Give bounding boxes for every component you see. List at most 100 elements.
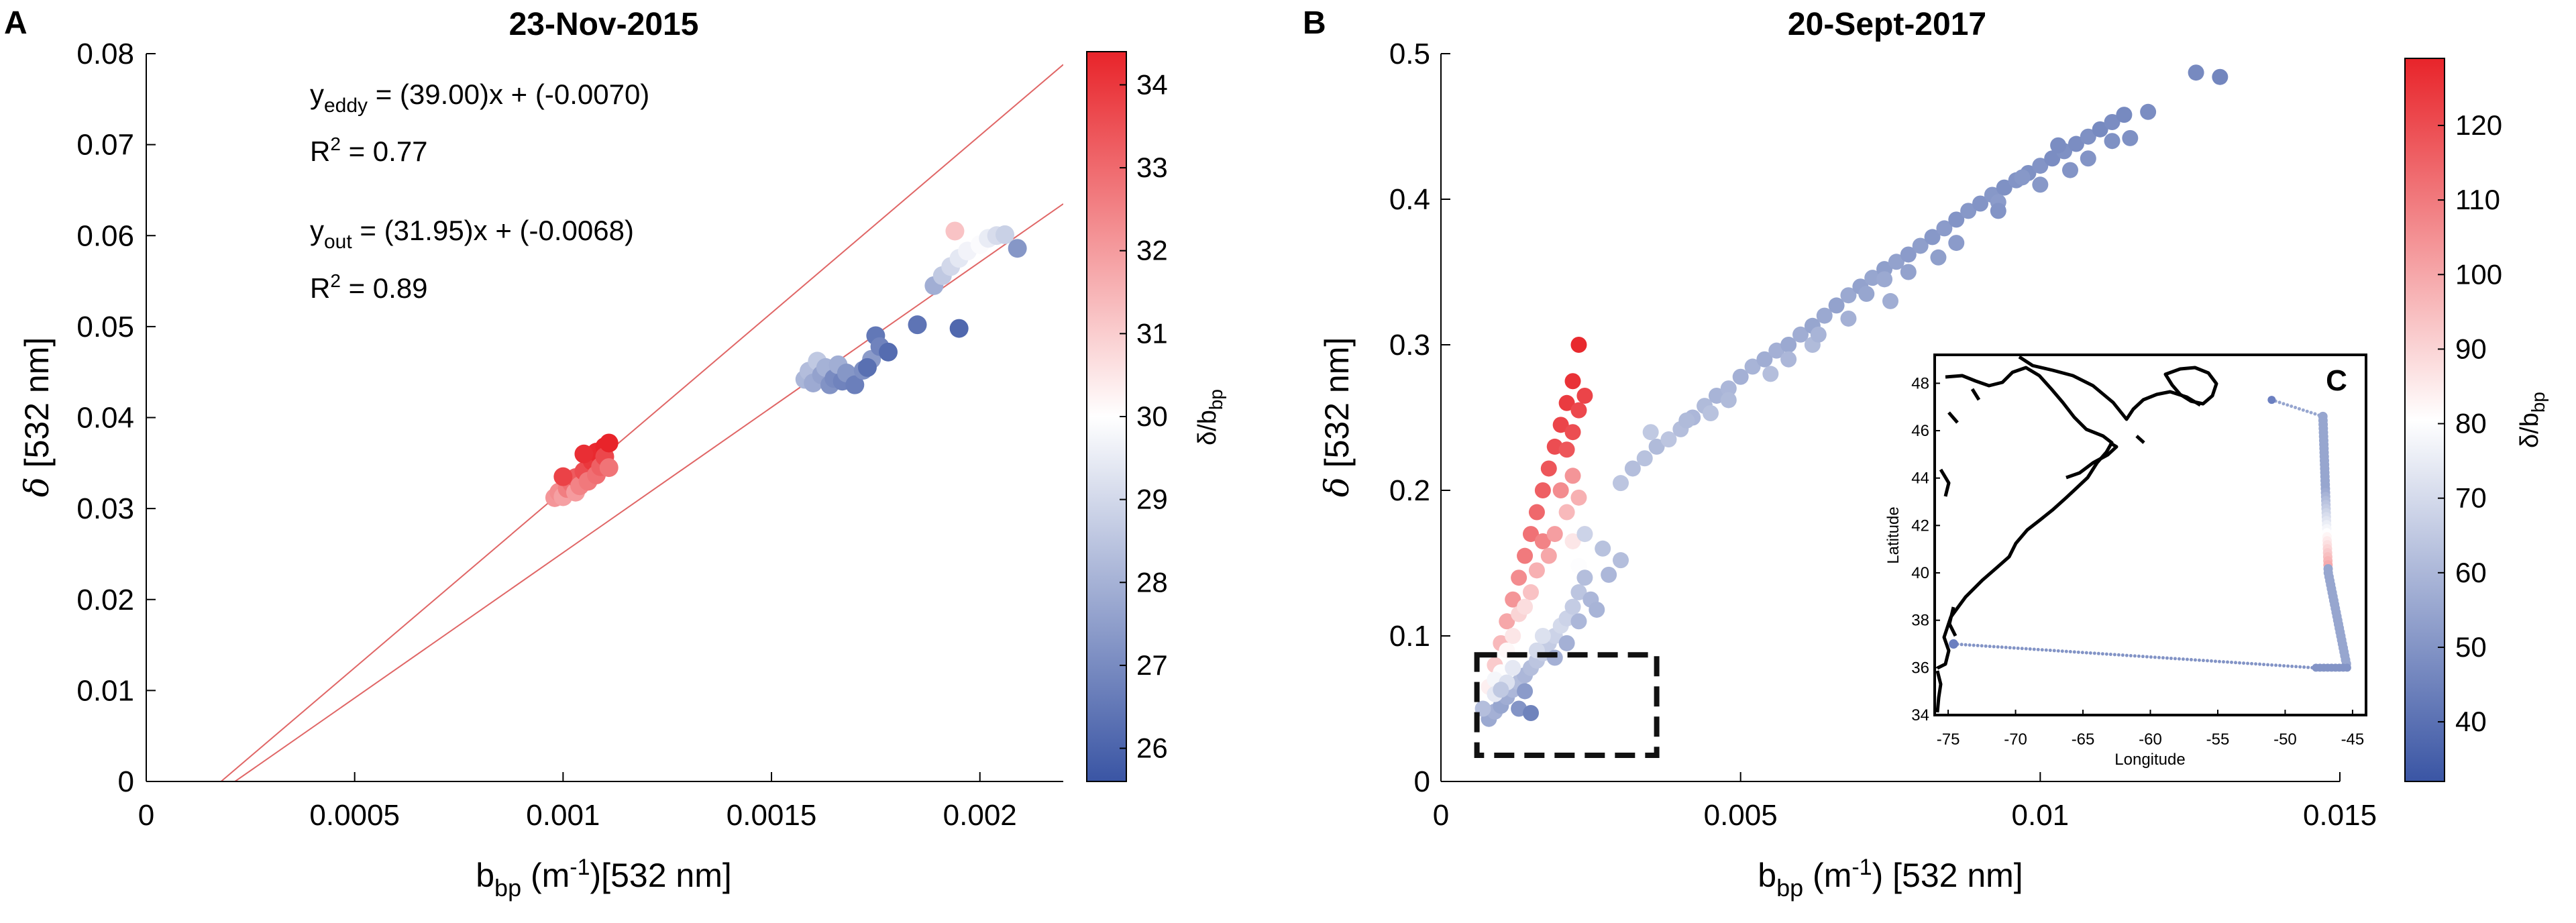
data-point-low-ratio: [1570, 584, 1587, 600]
inset-x-tick-label: -50: [2273, 730, 2297, 749]
ship-track-point: [2286, 664, 2290, 668]
data-point-out: [996, 225, 1015, 244]
data-point-main-track: [1768, 342, 1785, 359]
data-point-high-ratio: [1564, 373, 1581, 390]
ship-track-point: [2100, 652, 2104, 656]
data-point-main-track: [1762, 366, 1779, 382]
colorbar-b-tick-label: 40: [2455, 706, 2487, 737]
data-point-main-track: [1613, 475, 1629, 492]
ship-track-point: [2205, 659, 2209, 663]
data-point-main-track: [2188, 64, 2204, 81]
inset-y-tick-label: 40: [1911, 564, 1929, 582]
ship-track-point: [2028, 647, 2032, 651]
inset-map: -75 -70 -65 -60 -55 -50 -45 34 36 38 40 42 44 46 48 L…: [1884, 354, 2367, 769]
data-point-high-ratio: [1534, 482, 1551, 498]
inset-y-tick-label: 34: [1911, 706, 1929, 724]
data-point-main-track: [1678, 412, 1695, 429]
colorbar-b-tick-label: 100: [2455, 258, 2502, 290]
data-point-low-ratio: [1613, 552, 1629, 569]
ship-track-point: [1980, 644, 1984, 648]
ship-track-point: [1960, 643, 1964, 647]
ship-track-point: [2213, 659, 2217, 663]
ship-track-point: [2161, 656, 2165, 660]
chart-b-y-tick-label: 0.2: [1389, 474, 1430, 507]
data-point-main-track: [1744, 358, 1761, 375]
data-point-high-ratio: [1528, 562, 1545, 579]
data-point-high-ratio: [1540, 460, 1557, 477]
ship-track-point: [2209, 659, 2213, 663]
ship-track-point: [2064, 649, 2068, 653]
ship-track-point: [2254, 662, 2258, 666]
data-point-main-track: [2140, 103, 2157, 120]
data-point-main-track: [1828, 297, 1845, 314]
colorbar-b-tick-label: 60: [2455, 557, 2487, 588]
data-point-main-track: [1720, 380, 1737, 397]
data-point-main-track: [1864, 270, 1881, 286]
data-point-main-track: [2122, 129, 2139, 146]
data-point-main-track: [1930, 249, 1947, 266]
coastline-nova-scotia: [2065, 441, 2118, 480]
data-point-main-track: [2080, 150, 2096, 167]
coastline-florida: [1935, 670, 1943, 713]
colorbar-a-tick-label: 26: [1136, 732, 1168, 764]
ship-track-point: [2173, 657, 2177, 661]
chart-b-y-tick-label: 0.3: [1389, 329, 1430, 362]
ship-track-point: [1972, 643, 1976, 647]
inset-x-tick-label: -70: [2004, 730, 2027, 749]
chart-b-y-tick-label: 0: [1414, 765, 1430, 798]
ship-track-point: [1996, 645, 2000, 649]
colorbar-b-tick-label: 90: [2455, 333, 2487, 364]
data-point-main-track: [1642, 424, 1659, 441]
data-point-low-ratio: [1493, 682, 1509, 698]
ship-track-point: [2313, 412, 2317, 416]
colorbar-b-tick-label: 120: [2455, 109, 2502, 141]
ship-track-point: [2189, 657, 2193, 661]
inset-x-tick-label: -75: [1937, 730, 1960, 749]
inset-x-tick-label: -45: [2341, 730, 2365, 749]
ship-track-point: [2193, 658, 2197, 662]
ship-track-point: [2181, 657, 2185, 661]
coastline-north: [2018, 355, 2202, 421]
ship-track-point: [2044, 648, 2048, 652]
data-point-main-track: [1900, 246, 1917, 263]
data-point-high-ratio: [1564, 468, 1581, 484]
ship-track-point: [2052, 649, 2056, 653]
data-point-main-track: [1810, 326, 1827, 343]
chart-a-x-tick-label: 0.002: [943, 799, 1017, 832]
data-point-high-ratio: [1511, 569, 1527, 586]
data-point-main-track: [2050, 137, 2067, 154]
chart-a-x-tick-label: 0: [138, 799, 154, 832]
chart-a-y-tick-label: 0.04: [76, 402, 134, 435]
colorbar-b-label: δ/bbp: [2516, 392, 2548, 448]
panel-label-c: C: [2326, 364, 2347, 397]
ship-track-point: [2112, 653, 2116, 657]
data-point-main-track: [1840, 310, 1857, 327]
data-point-main-track: [1990, 203, 2006, 219]
coastline: [1935, 355, 2218, 713]
ship-track-point: [2056, 649, 2060, 653]
ship-track-point: [2040, 648, 2044, 652]
chart-b-x-tick-label: 0.005: [1704, 799, 1778, 832]
data-point-out: [845, 375, 865, 394]
data-point-high-ratio: [1523, 526, 1539, 543]
ship-track-point: [2072, 650, 2076, 654]
colorbar-a-tick-label: 30: [1136, 400, 1168, 432]
chart-b-x-label: bbp (m-1) [532 nm]: [1758, 855, 2023, 902]
ship-track-point: [1992, 645, 1996, 649]
colorbar-a-tick-label: 27: [1136, 649, 1168, 681]
ship-track-point: [2234, 661, 2238, 665]
ship-track-point: [2048, 649, 2052, 653]
eq-out: yout = (31.95)x + (-0.0068): [310, 215, 634, 253]
ship-track-point: [2121, 653, 2125, 657]
ship-track-point: [2282, 402, 2286, 406]
ship-track-point: [2000, 645, 2004, 649]
ship-track-point: [2250, 661, 2254, 665]
colorbar-b-tick-label: 110: [2455, 184, 2500, 215]
ship-track-point: [2302, 665, 2306, 669]
chart-b-title: 20-Sept-2017: [1788, 7, 1986, 42]
data-point-main-track: [2116, 107, 2133, 123]
data-point-main-track: [1882, 292, 1898, 309]
data-point-high-ratio: [1576, 387, 1593, 404]
data-point-main-track: [2014, 169, 2031, 186]
ship-track-point: [2226, 660, 2230, 664]
